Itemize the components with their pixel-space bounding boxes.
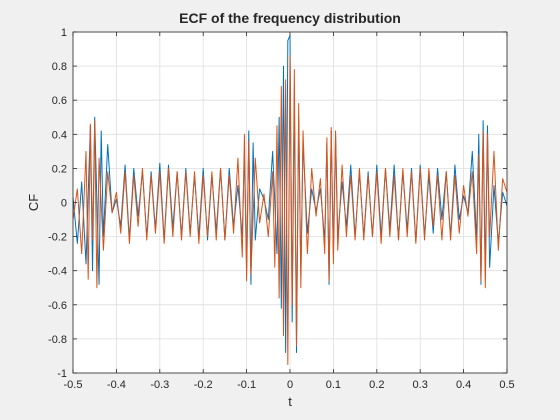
x-tick-label: -0.3 — [150, 379, 169, 391]
y-axis-label: CF — [26, 194, 41, 211]
x-tick-label: 0.2 — [369, 379, 384, 391]
y-tick-label: 0.4 — [52, 129, 67, 141]
x-axis-ticks: -0.5 -0.4 -0.3 -0.2 -0.1 0 0.1 0.2 0.3 0.4 0.5 — [64, 32, 515, 391]
chart-title: ECF of the frequency distribution — [179, 10, 401, 26]
y-tick-label: -0.4 — [48, 266, 67, 278]
x-tick-label: 0.4 — [456, 379, 471, 391]
y-tick-label: 0 — [61, 198, 67, 210]
x-tick-label: -0.1 — [237, 379, 256, 391]
y-tick-label: -1 — [57, 368, 67, 380]
x-axis-label: t — [288, 394, 292, 409]
y-tick-label: -0.6 — [48, 300, 67, 312]
y-tick-label: 0.8 — [52, 61, 67, 73]
x-tick-label: -0.2 — [194, 379, 213, 391]
x-tick-label: 0.1 — [326, 379, 341, 391]
y-tick-label: 0.2 — [52, 163, 67, 175]
x-tick-label: 0.5 — [499, 379, 514, 391]
x-tick-label: -0.5 — [64, 379, 83, 391]
x-tick-label: 0.3 — [413, 379, 428, 391]
x-tick-label: -0.4 — [107, 379, 126, 391]
y-tick-label: 1 — [61, 27, 67, 39]
y-axis-ticks: -1 -0.8 -0.6 -0.4 -0.2 0 0.2 0.4 0.6 0.8 1 — [48, 27, 507, 380]
y-tick-label: -0.2 — [48, 232, 67, 244]
y-tick-label: -0.8 — [48, 334, 67, 346]
series-line-2 — [73, 55, 507, 365]
y-tick-label: 0.6 — [52, 95, 67, 107]
series-lines — [73, 34, 507, 365]
x-tick-label: 0 — [287, 379, 293, 391]
